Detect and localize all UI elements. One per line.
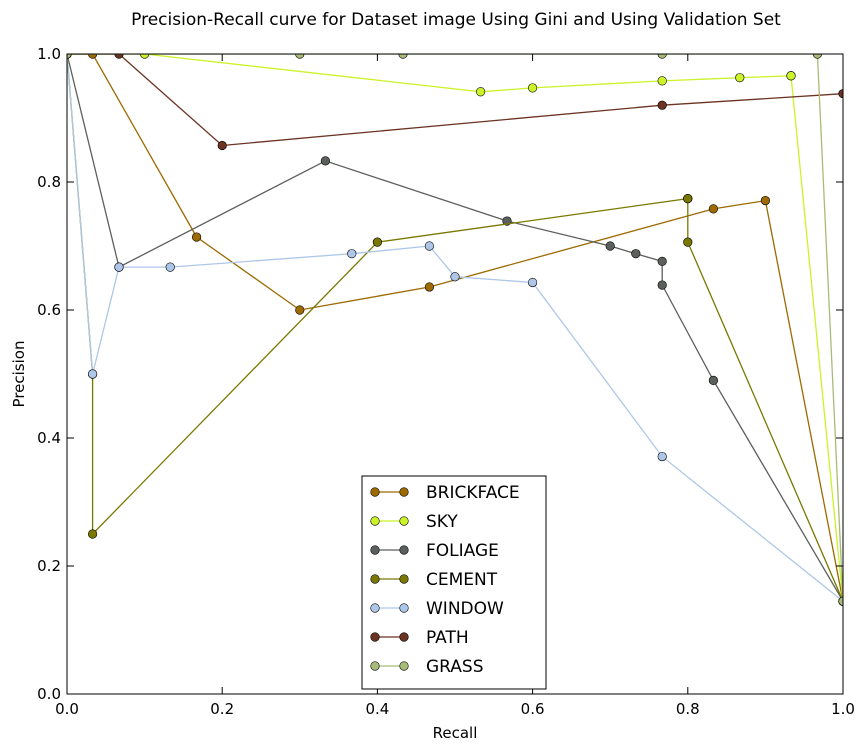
- legend-label-foliage: FOLIAGE: [426, 541, 499, 561]
- data-point-sky: [657, 76, 667, 86]
- series-path: [67, 54, 843, 151]
- data-point-cement: [683, 237, 693, 247]
- y-axis-label: Precision: [10, 341, 28, 408]
- x-axis-label: Recall: [433, 724, 478, 742]
- data-point-sky: [527, 83, 538, 93]
- x-tick-label: 0.2: [210, 700, 234, 718]
- x-tick-label: 0.0: [55, 700, 79, 718]
- legend-marker: [370, 603, 380, 613]
- legend-label-grass: GRASS: [426, 657, 484, 677]
- legend-marker: [370, 661, 380, 671]
- ticks-layer: 0.0 0.2 0.4 0.6 0.8 1.0 0.0 0.2 0.4 0.6 0.8 1.0: [37, 45, 855, 718]
- data-point-foliage: [605, 241, 615, 251]
- legend-label-sky: SKY: [426, 512, 458, 532]
- legend-marker: [370, 574, 380, 584]
- legend-item-window: WINDOW: [370, 599, 504, 619]
- data-point-brickface: [424, 282, 434, 292]
- y-tick-label: 0.0: [37, 685, 61, 703]
- data-point-sky: [476, 87, 486, 97]
- data-point-foliage: [657, 280, 667, 290]
- x-tick-label: 0.6: [521, 700, 545, 718]
- y-tick-label: 0.2: [37, 557, 61, 575]
- y-tick-label: 0.4: [37, 429, 61, 447]
- chart-title: Precision-Recall curve for Dataset image…: [131, 10, 781, 30]
- legend-marker: [399, 516, 409, 526]
- data-point-brickface: [760, 195, 771, 206]
- legend-marker: [399, 661, 409, 671]
- y-tick-label: 0.8: [37, 173, 61, 191]
- data-point-foliage: [320, 156, 331, 166]
- series-line-grass: [67, 54, 843, 602]
- legend-item-sky: SKY: [370, 512, 458, 532]
- series-line-brickface: [67, 54, 843, 602]
- data-point-window: [424, 241, 434, 251]
- data-point-window: [657, 451, 667, 462]
- data-point-path: [657, 100, 667, 110]
- legend-marker: [399, 632, 409, 642]
- series-line-sky: [67, 54, 843, 602]
- x-tick-label: 1.0: [831, 700, 855, 718]
- data-point-window: [450, 272, 460, 282]
- y-tick-label: 1.0: [37, 45, 61, 63]
- data-point-window: [88, 369, 98, 379]
- legend-marker: [370, 487, 380, 497]
- plot-frame: [66, 53, 844, 695]
- legend-marker: [370, 545, 380, 555]
- data-point-window: [527, 277, 538, 288]
- series-line-window: [67, 54, 843, 602]
- series-line-path: [67, 54, 843, 147]
- legend-label-brickface: BRICKFACE: [426, 483, 520, 503]
- legend-item-brickface: BRICKFACE: [370, 483, 520, 503]
- legend-label-window: WINDOW: [426, 599, 504, 619]
- data-point-sky: [786, 71, 796, 81]
- legend-marker: [399, 487, 409, 497]
- data-point-grass: [838, 596, 843, 606]
- legend-item-foliage: FOLIAGE: [370, 541, 499, 561]
- y-tick-label: 0.6: [37, 301, 61, 319]
- data-point-path: [838, 89, 843, 99]
- legend-label-cement: CEMENT: [426, 570, 498, 590]
- legend-label-path: PATH: [426, 628, 469, 648]
- legend-marker: [370, 632, 380, 642]
- data-point-sky: [735, 73, 745, 83]
- data-point-window: [165, 262, 175, 272]
- data-point-foliage: [708, 375, 719, 386]
- data-point-brickface: [708, 204, 719, 214]
- data-point-window: [347, 249, 357, 259]
- data-point-foliage: [631, 249, 641, 259]
- data-point-brickface: [191, 232, 202, 242]
- legend-marker: [370, 516, 380, 526]
- legend-box: [361, 475, 547, 690]
- series-line-foliage: [67, 54, 843, 602]
- x-tick-label: 0.4: [365, 700, 389, 718]
- data-point-window: [114, 262, 124, 272]
- legend-item-cement: CEMENT: [370, 570, 498, 590]
- data-point-path: [217, 140, 227, 151]
- legend-item-path: PATH: [370, 628, 469, 648]
- legend-marker: [399, 603, 409, 613]
- data-point-cement: [88, 529, 98, 539]
- legend-marker: [399, 574, 409, 584]
- legend: BRICKFACE SKY FOLIAGE CEMENT WINDOW PATH GRASS: [361, 475, 547, 690]
- data-point-brickface: [295, 305, 305, 315]
- data-point-foliage: [657, 256, 667, 266]
- legend-item-grass: GRASS: [370, 657, 484, 677]
- series-layer: [67, 54, 843, 606]
- data-point-cement: [683, 194, 693, 204]
- x-tick-label: 0.8: [676, 700, 700, 718]
- data-point-cement: [372, 237, 383, 247]
- legend-marker: [399, 545, 409, 555]
